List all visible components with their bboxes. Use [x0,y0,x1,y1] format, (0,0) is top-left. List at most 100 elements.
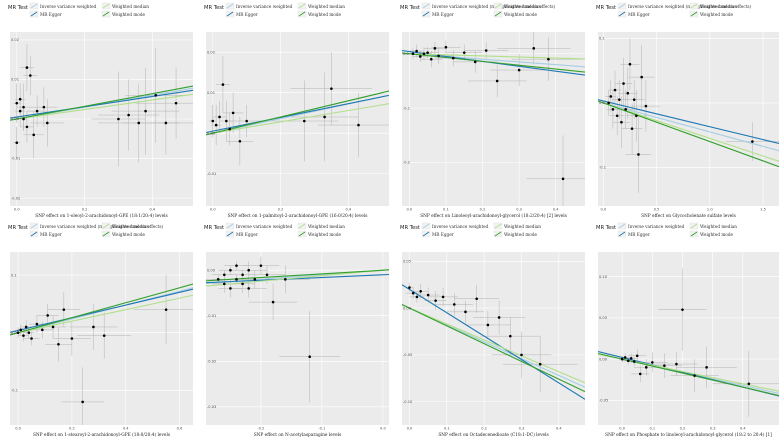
x-tick-label: 0.2 [481,427,487,431]
legend: MR Test Inverse variance weighted MR Egger… [204,222,345,238]
data-point [25,125,29,129]
x-tick-label: 1.0 [707,208,713,212]
data-point [247,268,250,272]
data-point [624,108,627,111]
legend-label: MR Egger [236,12,258,17]
y-tick-label: 0.00 [11,117,20,121]
chart-svg: MR Test Inverse variance weighted MR Egger… [400,222,585,438]
data-point [18,109,22,113]
y-tick-label: -0.02 [11,196,20,200]
data-point [15,101,19,105]
data-point [532,47,536,50]
legend: MR Test Inverse variance weighted MR Egger… [204,2,345,18]
legend-label: Inverse variance weighted (multiplicativ… [432,4,556,9]
x-tick-label: 0.4 [556,427,562,431]
mr-scatter-panel-8: MR Test Inverse variance weighted MR Egger… [588,220,782,439]
mr-line [598,100,779,168]
data-point [620,120,623,124]
legend-swatch [618,11,626,17]
data-point [102,334,106,337]
data-point [253,278,257,281]
legend-swatch [618,3,626,9]
legend-swatch [30,3,38,9]
data-point [475,297,478,301]
data-point [617,98,621,101]
x-tick-label: 0.1 [649,427,655,431]
y-tick-label: -0.03 [207,405,216,409]
marks [10,275,193,425]
x-tick-label: 0.0 [15,427,21,431]
data-point [211,119,215,123]
data-point [561,177,565,181]
data-point [620,357,624,361]
legend-label: Inverse variance weighted [628,224,685,229]
data-point [628,62,632,66]
legend-swatch [30,223,38,229]
data-point [433,47,437,50]
data-point [29,74,32,77]
legend: MR Test Inverse variance weighted MR Egger… [400,222,541,238]
mr-line [402,304,585,393]
data-point [441,295,445,299]
data-point [429,57,433,61]
mr-line [402,284,585,400]
x-tick-label: 0.0 [380,427,386,431]
data-point [419,55,422,58]
legend-swatch [102,3,110,9]
data-point [520,353,523,357]
chart-svg: MR Test Inverse variance weighted MR Egger… [596,222,779,438]
mr-line [206,90,389,136]
legend-swatch [494,3,502,9]
data-point [308,355,311,359]
x-tick-label: 0.1 [443,208,449,212]
x-tick-label: 0.5 [654,208,660,212]
data-point [238,139,242,143]
data-point [663,364,666,367]
data-point [19,328,23,332]
data-point [434,299,437,302]
legend-label: Weighted mode [700,232,734,237]
legend-label: Weighted mode [504,232,538,237]
y-tick-label: 0.00 [599,357,608,361]
data-point [323,115,326,119]
data-point [635,354,639,358]
legend-swatch [422,231,430,237]
plot-background [10,252,193,425]
data-point [357,123,360,127]
data-point [632,360,636,363]
y-tick-label: 0.10 [599,275,608,279]
mr-line [206,273,389,284]
data-point [644,366,648,369]
data-point [626,359,630,363]
data-point [70,337,74,340]
plot-background [402,252,585,425]
data-point [462,51,466,54]
legend-label: Weighted median [700,4,737,9]
legend: MR Test Inverse variance weighted MR Egger… [8,2,149,18]
data-point [626,91,630,95]
legend-label: MR Egger [40,12,62,17]
data-point [235,278,238,281]
data-point [538,362,542,366]
plot-background [598,32,779,206]
plot-background [402,32,585,206]
data-point [18,97,22,101]
data-point [259,264,263,267]
legend-swatch [422,3,430,9]
mr-scatter-panel-7: MR Test Inverse variance weighted MR Egger… [392,220,588,439]
legend-swatch [690,11,698,17]
legend-label: Weighted median [308,4,345,9]
legend-title: MR Test [400,5,420,11]
data-point [127,113,130,117]
data-point [630,127,634,130]
legend-swatch [494,223,502,229]
legend-swatch [30,11,38,17]
mr-line [402,304,585,384]
x-tick-label: 0.3 [516,208,522,212]
y-tick-label: 0.00 [207,268,216,272]
x-tick-label: 0.0 [619,427,625,431]
legend-swatch [690,223,698,229]
data-point [241,282,244,286]
y-tick-label: 0.01 [11,78,19,82]
marks [206,52,389,166]
